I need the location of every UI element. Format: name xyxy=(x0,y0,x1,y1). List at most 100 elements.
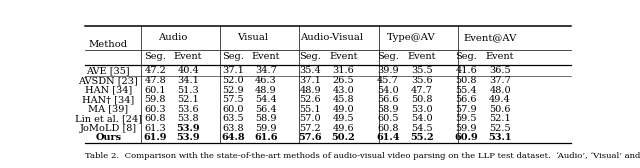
Text: Event: Event xyxy=(486,52,515,61)
Text: 50.2: 50.2 xyxy=(332,133,355,142)
Text: 61.3: 61.3 xyxy=(145,124,166,133)
Text: 52.6: 52.6 xyxy=(300,95,321,104)
Text: 59.8: 59.8 xyxy=(145,95,166,104)
Text: 60.1: 60.1 xyxy=(145,86,166,95)
Text: 59.9: 59.9 xyxy=(456,124,477,133)
Text: 55.1: 55.1 xyxy=(300,105,321,114)
Text: 57.0: 57.0 xyxy=(300,114,321,123)
Text: Seg.: Seg. xyxy=(145,52,166,61)
Text: Audio: Audio xyxy=(158,33,188,42)
Text: 57.2: 57.2 xyxy=(300,124,321,133)
Text: Seg.: Seg. xyxy=(222,52,244,61)
Text: 50.8: 50.8 xyxy=(456,76,477,85)
Text: 53.1: 53.1 xyxy=(488,133,512,142)
Text: 40.4: 40.4 xyxy=(177,66,199,75)
Text: 60.8: 60.8 xyxy=(377,124,399,133)
Text: 56.4: 56.4 xyxy=(255,105,277,114)
Text: 53.6: 53.6 xyxy=(177,105,199,114)
Text: Seg.: Seg. xyxy=(456,52,477,61)
Text: 47.8: 47.8 xyxy=(145,76,166,85)
Text: 58.9: 58.9 xyxy=(377,105,399,114)
Text: Audio-Visual: Audio-Visual xyxy=(300,33,364,42)
Text: 57.6: 57.6 xyxy=(298,133,322,142)
Text: 54.5: 54.5 xyxy=(411,124,433,133)
Text: 39.9: 39.9 xyxy=(377,66,399,75)
Text: 52.9: 52.9 xyxy=(222,86,244,95)
Text: Event: Event xyxy=(408,52,436,61)
Text: Event@AV: Event@AV xyxy=(464,33,517,42)
Text: Seg.: Seg. xyxy=(377,52,399,61)
Text: 54.4: 54.4 xyxy=(255,95,277,104)
Text: 37.7: 37.7 xyxy=(489,76,511,85)
Text: 60.8: 60.8 xyxy=(145,114,166,123)
Text: 52.1: 52.1 xyxy=(177,95,199,104)
Text: 36.5: 36.5 xyxy=(490,66,511,75)
Text: 52.1: 52.1 xyxy=(489,114,511,123)
Text: 60.3: 60.3 xyxy=(145,105,166,114)
Text: 37.1: 37.1 xyxy=(222,66,244,75)
Text: AVSDN [23]: AVSDN [23] xyxy=(78,76,138,85)
Text: 52.0: 52.0 xyxy=(222,76,244,85)
Text: 54.0: 54.0 xyxy=(411,114,433,123)
Text: 57.5: 57.5 xyxy=(222,95,244,104)
Text: 54.0: 54.0 xyxy=(377,86,399,95)
Text: 49.6: 49.6 xyxy=(333,124,354,133)
Text: Visual: Visual xyxy=(237,33,268,42)
Text: 47.2: 47.2 xyxy=(145,66,166,75)
Text: 35.4: 35.4 xyxy=(300,66,321,75)
Text: 50.8: 50.8 xyxy=(411,95,433,104)
Text: HAN [34]: HAN [34] xyxy=(84,86,132,95)
Text: AVE [35]: AVE [35] xyxy=(86,66,130,75)
Text: 64.8: 64.8 xyxy=(221,133,244,142)
Text: MA [39]: MA [39] xyxy=(88,105,129,114)
Text: 52.5: 52.5 xyxy=(490,124,511,133)
Text: 58.9: 58.9 xyxy=(255,114,276,123)
Text: 48.9: 48.9 xyxy=(300,86,321,95)
Text: Method: Method xyxy=(89,40,128,49)
Text: 53.8: 53.8 xyxy=(177,114,199,123)
Text: 26.5: 26.5 xyxy=(333,76,354,85)
Text: 55.2: 55.2 xyxy=(410,133,433,142)
Text: 53.9: 53.9 xyxy=(176,124,200,133)
Text: 49.5: 49.5 xyxy=(333,114,354,123)
Text: 37.1: 37.1 xyxy=(300,76,321,85)
Text: HAN† [34]: HAN† [34] xyxy=(82,95,134,104)
Text: 48.9: 48.9 xyxy=(255,86,277,95)
Text: 63.5: 63.5 xyxy=(222,114,244,123)
Text: 51.3: 51.3 xyxy=(177,86,199,95)
Text: JoMoLD [8]: JoMoLD [8] xyxy=(80,124,137,133)
Text: 46.3: 46.3 xyxy=(255,76,277,85)
Text: Ours: Ours xyxy=(95,133,122,142)
Text: 56.6: 56.6 xyxy=(377,95,399,104)
Text: 45.7: 45.7 xyxy=(377,76,399,85)
Text: 59.5: 59.5 xyxy=(456,114,477,123)
Text: 59.9: 59.9 xyxy=(255,124,276,133)
Text: 50.6: 50.6 xyxy=(490,105,511,114)
Text: 35.6: 35.6 xyxy=(411,76,433,85)
Text: 47.7: 47.7 xyxy=(411,86,433,95)
Text: 61.9: 61.9 xyxy=(143,133,167,142)
Text: 53.9: 53.9 xyxy=(176,133,200,142)
Text: 60.9: 60.9 xyxy=(454,133,478,142)
Text: Seg.: Seg. xyxy=(300,52,321,61)
Text: 43.0: 43.0 xyxy=(333,86,355,95)
Text: Event: Event xyxy=(252,52,280,61)
Text: 34.1: 34.1 xyxy=(177,76,199,85)
Text: 60.5: 60.5 xyxy=(377,114,399,123)
Text: 34.7: 34.7 xyxy=(255,66,277,75)
Text: Event: Event xyxy=(174,52,202,61)
Text: 31.6: 31.6 xyxy=(333,66,355,75)
Text: Table 2.  Comparison with the state-of-the-art methods of audio-visual video par: Table 2. Comparison with the state-of-th… xyxy=(85,152,640,160)
Text: 61.4: 61.4 xyxy=(376,133,400,142)
Text: 41.6: 41.6 xyxy=(456,66,477,75)
Text: 49.0: 49.0 xyxy=(333,105,354,114)
Text: 56.6: 56.6 xyxy=(456,95,477,104)
Text: 53.0: 53.0 xyxy=(411,105,433,114)
Text: Lin et al. [24]: Lin et al. [24] xyxy=(75,114,142,123)
Text: 61.6: 61.6 xyxy=(254,133,278,142)
Text: 49.4: 49.4 xyxy=(489,95,511,104)
Text: 48.0: 48.0 xyxy=(490,86,511,95)
Text: 55.4: 55.4 xyxy=(456,86,477,95)
Text: 60.0: 60.0 xyxy=(222,105,243,114)
Text: 57.9: 57.9 xyxy=(456,105,477,114)
